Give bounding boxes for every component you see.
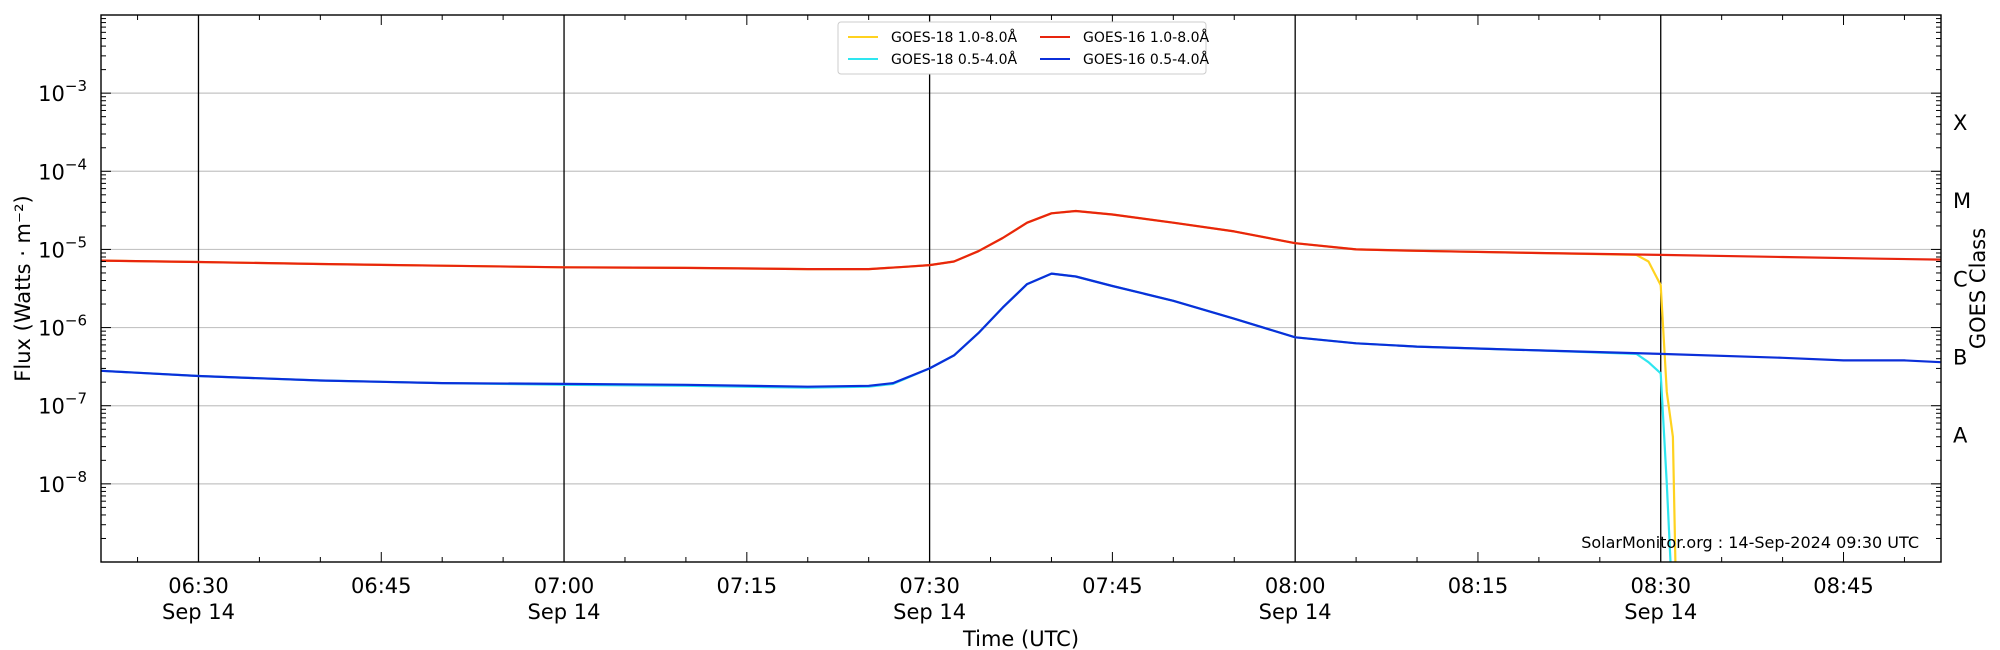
x-tick-date-label: Sep 14 — [893, 600, 966, 624]
legend-label: GOES-18 1.0-8.0Å — [891, 29, 1017, 46]
y-tick-exponent: −8 — [65, 468, 87, 486]
x-tick-date-label: Sep 14 — [1259, 600, 1332, 624]
x-tick-label: 08:15 — [1448, 574, 1509, 598]
series-layer — [101, 209, 1941, 562]
x-tick-label: 08:00 — [1265, 574, 1326, 598]
goes-class-axis-label: GOES Class — [1966, 228, 1990, 349]
y-tick-exponent: −4 — [65, 155, 87, 173]
y-tick-label: 10−6 — [38, 312, 87, 341]
x-tick-label: 07:30 — [899, 574, 960, 598]
goes-class-label: B — [1953, 345, 1967, 369]
plot-frame — [100, 14, 1942, 563]
x-tick-date-label: Sep 14 — [1624, 600, 1697, 624]
goes-class-label: X — [1953, 111, 1967, 135]
y-tick-base: 10 — [38, 473, 65, 497]
grid-layer — [101, 15, 1941, 562]
x-tick-label: 07:15 — [717, 574, 778, 598]
y-tick-label: 10−5 — [38, 233, 87, 262]
x-axis-label: Time (UTC) — [962, 627, 1079, 650]
goes-class-label: C — [1953, 267, 1968, 291]
y-tick-label: 10−3 — [38, 77, 87, 106]
x-tick-label: 06:30 — [168, 574, 229, 598]
series-line — [101, 272, 1672, 562]
y-tick-base: 10 — [38, 395, 65, 419]
legend-label: GOES-18 0.5-4.0Å — [891, 51, 1017, 68]
y-tick-base: 10 — [38, 160, 65, 184]
legend-box — [837, 21, 1207, 75]
tick-layer — [101, 15, 1941, 562]
y-tick-base: 10 — [38, 238, 65, 262]
x-tick-label: 07:00 — [534, 574, 595, 598]
goes-class-label: M — [1953, 189, 1971, 213]
y-tick-label: 10−7 — [38, 390, 87, 419]
x-tick-label: 07:45 — [1082, 574, 1143, 598]
y-tick-base: 10 — [38, 82, 65, 106]
x-tick-date-label: Sep 14 — [162, 600, 235, 624]
watermark-text: SolarMonitor.org : 14-Sep-2024 09:30 UTC — [1581, 533, 1919, 552]
y-tick-exponent: −6 — [65, 312, 87, 330]
series-line — [101, 209, 1941, 271]
x-tick-date-label: Sep 14 — [528, 600, 601, 624]
x-tick-label: 06:45 — [351, 574, 412, 598]
x-tick-label: 08:45 — [1813, 574, 1874, 598]
goes-class-label: A — [1953, 424, 1968, 448]
legend: GOES-18 1.0-8.0Å GOES-18 0.5-4.0Å GOES-16 … — [837, 21, 1209, 75]
y-tick-label: 10−4 — [38, 155, 87, 184]
y-axis-label: Flux (Watts · m⁻²) — [11, 195, 35, 381]
y-tick-exponent: −3 — [65, 77, 87, 95]
y-tick-label: 10−8 — [38, 468, 87, 497]
y-tick-exponent: −5 — [65, 233, 87, 251]
x-tick-label: 08:30 — [1630, 574, 1691, 598]
legend-label: GOES-16 1.0-8.0Å — [1083, 29, 1209, 46]
legend-label: GOES-16 0.5-4.0Å — [1083, 51, 1209, 68]
y-tick-exponent: −7 — [65, 390, 87, 408]
y-tick-base: 10 — [38, 317, 65, 341]
series-line — [101, 272, 1941, 388]
